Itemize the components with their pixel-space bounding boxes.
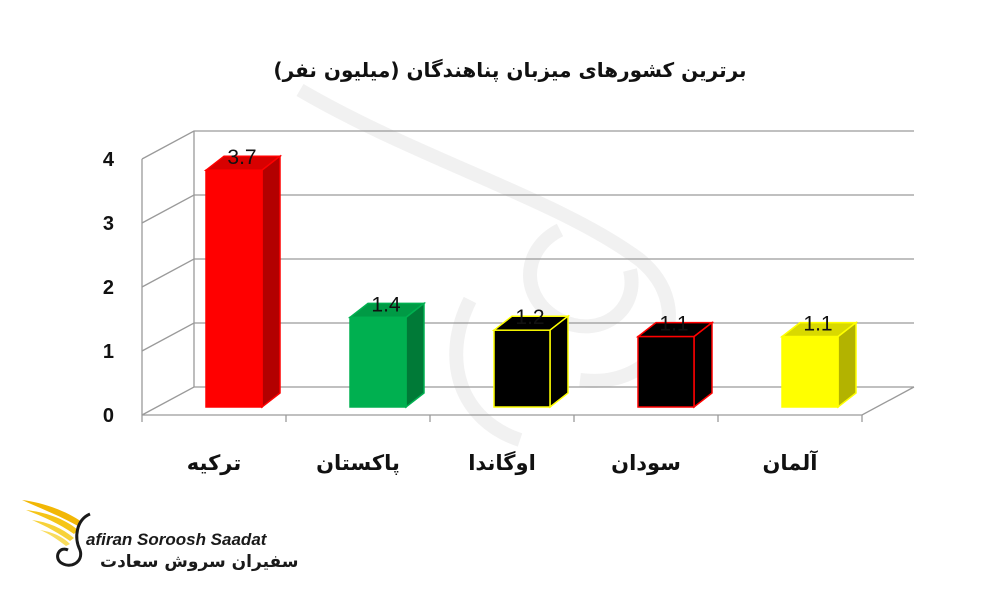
- bar-side: [693, 321, 713, 409]
- gridline: [141, 130, 914, 160]
- chart-title: برترین کشورهای میزبان پناهندگان (میلیون …: [273, 58, 746, 83]
- data-label: 1.2: [515, 306, 544, 329]
- category-label: پاکستان: [316, 451, 400, 475]
- bar: [203, 154, 283, 409]
- wing-icon: [22, 500, 91, 567]
- x-axis-categories: ترکیه پاکستان اوگاندا سودان آلمان: [187, 450, 819, 475]
- bar-side: [837, 321, 857, 409]
- category-label: اوگاندا: [468, 450, 536, 475]
- y-axis-ticks: 0 1 2 3 4: [103, 149, 115, 427]
- bar-side: [405, 301, 425, 409]
- chart-bars: [203, 154, 859, 409]
- bar: [347, 301, 427, 409]
- bar-front: [637, 335, 695, 408]
- y-tick-label: 0: [103, 405, 114, 427]
- data-label: 1.1: [659, 313, 688, 336]
- bar-side: [261, 154, 281, 409]
- chart-grid: [141, 130, 915, 422]
- category-label: آلمان: [763, 450, 819, 475]
- bar-front: [205, 169, 263, 408]
- y-tick-label: 2: [103, 277, 114, 299]
- logo-name-english: afiran Soroosh Saadat: [86, 530, 267, 549]
- bar-front: [493, 329, 551, 408]
- bar: [491, 314, 571, 409]
- data-label: 3.7: [227, 146, 256, 169]
- y-tick-label: 1: [103, 341, 114, 363]
- bar-side: [549, 314, 569, 409]
- logo-name-persian: سفیران سروش سعادت: [100, 552, 299, 572]
- bar-front: [349, 316, 407, 408]
- data-label: 1.4: [371, 293, 401, 316]
- data-labels: 3.7 1.4 1.2 1.1 1.1: [227, 146, 832, 335]
- company-logo: [22, 500, 91, 567]
- bar: [635, 321, 715, 409]
- data-label: 1.1: [803, 313, 832, 336]
- bar-front: [781, 335, 839, 408]
- category-label: سودان: [611, 451, 681, 475]
- y-tick-label: 4: [103, 149, 115, 171]
- category-label: ترکیه: [187, 451, 241, 475]
- y-tick-label: 3: [103, 213, 114, 235]
- bar: [779, 321, 859, 409]
